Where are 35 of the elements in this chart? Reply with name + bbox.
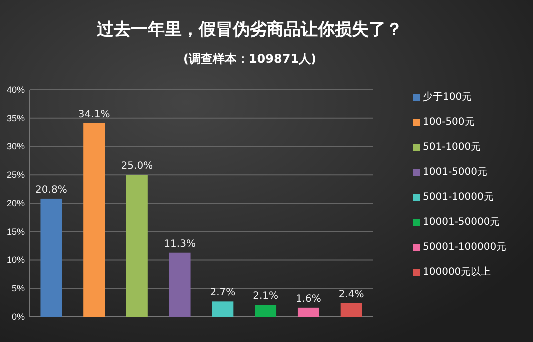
bar — [84, 123, 106, 317]
chart-subtitle: (调查样本：109871人) — [183, 52, 317, 66]
legend-label: 501-1000元 — [423, 142, 482, 153]
text: 2.4% — [338, 289, 364, 300]
text: 34.1% — [78, 109, 110, 120]
legend-label: 100-500元 — [423, 117, 475, 128]
bar — [169, 252, 191, 317]
bar — [212, 302, 234, 317]
y-tick-label: 15% — [6, 226, 25, 237]
y-tick-label: 20% — [6, 198, 25, 208]
text: 2.1% — [253, 291, 279, 302]
y-tick-label: 40% — [6, 84, 25, 95]
chart-title: 过去一年里，假冒伪劣商品让你损失了？ — [96, 20, 403, 40]
legend-label: 5001-10000元 — [423, 192, 494, 203]
y-tick-label: 5% — [12, 284, 25, 294]
legend-label: 50001-100000元 — [423, 242, 507, 253]
y-tick-label: 35% — [6, 113, 25, 124]
legend-label: 10001-50000元 — [423, 217, 500, 228]
text: 20.8% — [36, 184, 68, 196]
bar — [126, 175, 148, 317]
legend-label: 少于100元 — [423, 91, 472, 103]
y-tick-label: 0% — [12, 312, 25, 322]
text: 1.6% — [296, 294, 322, 305]
y-tick-label: 30% — [6, 142, 25, 152]
text: 2.7% — [210, 288, 236, 299]
bar — [40, 198, 62, 317]
text: 25.0% — [121, 161, 154, 172]
y-tick-label: 25% — [6, 170, 25, 180]
bar — [255, 305, 277, 317]
legend-label: 1001-5000元 — [423, 167, 488, 178]
y-tick-label: 10% — [6, 255, 25, 266]
bar — [340, 303, 362, 317]
text: 11.3% — [164, 238, 196, 250]
legend-label: 100000元以上 — [423, 266, 492, 278]
bar — [298, 308, 320, 317]
